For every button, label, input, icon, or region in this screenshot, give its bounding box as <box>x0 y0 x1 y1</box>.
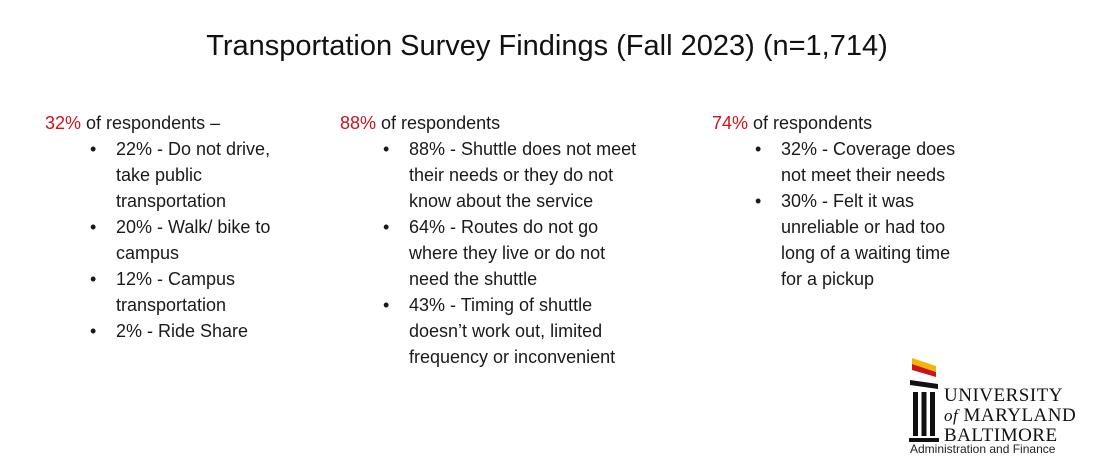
umb-mace-icon <box>909 358 939 442</box>
logo-line-university: UNIVERSITY <box>944 385 1063 406</box>
logo-line-maryland: of MARYLAND <box>944 405 1077 426</box>
list-item: 88% - Shuttle does not meet their needs … <box>383 136 643 214</box>
list-item: 64% - Routes do not go where they live o… <box>383 214 643 292</box>
lead-text: of respondents – <box>81 113 221 133</box>
findings-column-2: 88% of respondents 88% - Shuttle does no… <box>340 110 670 370</box>
list-item: 32% - Coverage does not meet their needs <box>755 136 975 188</box>
list-item: 2% - Ride Share <box>90 318 290 344</box>
logo-subtitle: Administration and Finance <box>910 442 1056 456</box>
lead-text: of respondents <box>376 113 501 133</box>
list-item: 22% - Do not drive, take public transpor… <box>90 136 290 214</box>
list-item: 30% - Felt it was unreliable or had too … <box>755 188 975 292</box>
bullet-list: 88% - Shuttle does not meet their needs … <box>383 136 643 370</box>
list-item: 43% - Timing of shuttle doesn’t work out… <box>383 292 643 370</box>
list-item: 12% - Campus transportation <box>90 266 290 318</box>
column-lead: 88% of respondents <box>340 110 670 136</box>
logo-line-baltimore: BALTIMORE <box>944 425 1058 446</box>
list-item: 20% - Walk/ bike to campus <box>90 214 290 266</box>
page-title: Transportation Survey Findings (Fall 202… <box>206 30 888 62</box>
lead-percentage: 88% <box>340 113 377 133</box>
bullet-list: 22% - Do not drive, take public transpor… <box>90 136 290 344</box>
logo-wordmark: UNIVERSITY of MARYLAND BALTIMORE <box>944 386 1076 446</box>
findings-column-1: 32% of respondents – 22% - Do not drive,… <box>45 110 315 344</box>
bullet-list: 32% - Coverage does not meet their needs… <box>755 136 975 292</box>
lead-percentage: 32% <box>45 113 82 133</box>
column-lead: 74% of respondents <box>712 110 1012 136</box>
column-lead: 32% of respondents – <box>45 110 315 136</box>
findings-column-3: 74% of respondents 32% - Coverage does n… <box>712 110 1012 292</box>
lead-percentage: 74% <box>712 113 749 133</box>
lead-text: of respondents <box>748 113 873 133</box>
university-logo: UNIVERSITY of MARYLAND BALTIMORE Adminis… <box>902 352 1092 458</box>
